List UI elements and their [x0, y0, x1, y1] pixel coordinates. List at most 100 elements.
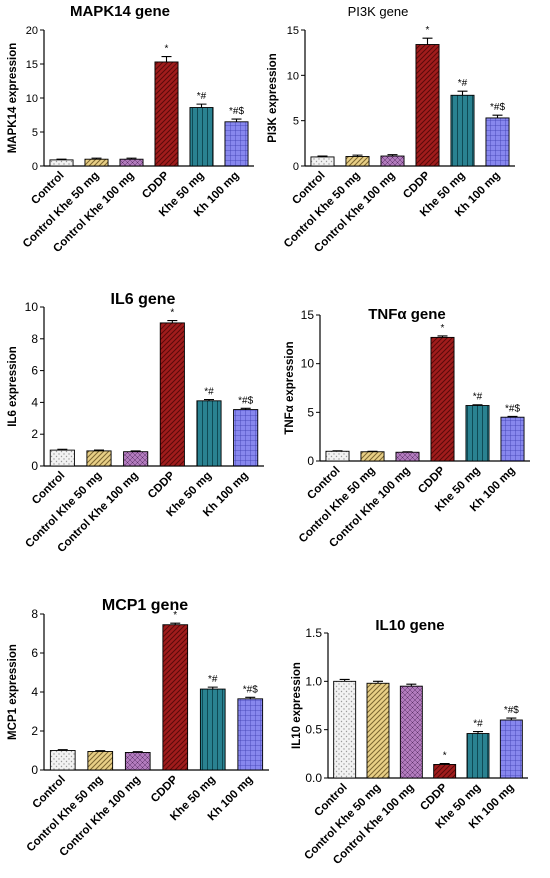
error-bar — [245, 696, 256, 699]
significance-label: *# — [197, 91, 207, 102]
significance-label: *#$ — [504, 705, 519, 716]
bar — [123, 451, 149, 467]
significance-label: *# — [473, 392, 483, 403]
bar — [499, 719, 523, 779]
y-tick-label: 0 — [32, 161, 38, 173]
y-axis-label: IL10 expression — [291, 662, 303, 749]
y-tick-label: 15 — [26, 59, 38, 71]
significance-label: *#$ — [490, 102, 505, 113]
bar — [485, 117, 510, 167]
significance-label: * — [165, 44, 169, 55]
y-axis-label: MAPK14 expression — [7, 43, 19, 154]
error-bar — [207, 686, 218, 690]
error-bar — [170, 622, 181, 625]
error-bar — [387, 154, 398, 157]
error-bar — [492, 114, 503, 118]
error-bar — [240, 407, 251, 410]
error-bar — [437, 335, 448, 338]
error-bar — [167, 319, 178, 323]
bar — [345, 156, 370, 167]
bar — [395, 451, 420, 462]
bar — [433, 764, 457, 779]
x-tick-label: CDDP — [149, 773, 181, 805]
significance-label: *# — [473, 719, 483, 730]
bar — [199, 688, 226, 771]
y-tick-label: 1.5 — [305, 626, 322, 640]
y-tick-label: 8 — [31, 607, 38, 621]
y-tick-label: 15 — [287, 25, 299, 37]
bar — [360, 451, 385, 462]
significance-label: *#$ — [243, 684, 258, 695]
bar — [399, 685, 423, 779]
bar — [415, 44, 440, 167]
y-tick-label: 10 — [301, 357, 315, 371]
y-axis-label: MCP1 expression — [7, 644, 19, 740]
bar — [49, 750, 76, 771]
y-tick-label: 0.0 — [305, 771, 322, 785]
error-bar — [422, 37, 433, 45]
bar — [237, 698, 264, 771]
error-bar — [130, 450, 141, 452]
bar — [325, 450, 350, 462]
significance-label: * — [426, 25, 430, 36]
bar — [233, 409, 259, 467]
bar — [366, 682, 390, 779]
bar — [87, 751, 114, 771]
y-tick-label: 5 — [293, 116, 299, 128]
error-bar — [132, 751, 143, 753]
y-tick-label: 0 — [293, 161, 299, 173]
significance-label: *# — [208, 674, 218, 685]
y-tick-label: 5 — [32, 127, 38, 139]
y-tick-label: 15 — [301, 308, 315, 322]
chart-title: PI3K gene — [348, 4, 409, 19]
x-tick-label: Control — [30, 774, 67, 811]
x-tick-label: Control — [30, 470, 67, 507]
y-tick-label: 10 — [26, 93, 38, 105]
bar — [189, 107, 214, 167]
bar — [159, 322, 185, 467]
y-tick-label: 4 — [31, 395, 38, 409]
y-tick-label: 10 — [287, 70, 299, 82]
error-bar — [56, 158, 67, 160]
bar — [86, 450, 112, 467]
bar — [154, 61, 179, 167]
y-tick-label: 6 — [31, 646, 38, 660]
bar — [466, 733, 490, 779]
y-tick-label: 1.0 — [305, 674, 322, 688]
error-bar — [196, 103, 207, 108]
bar — [310, 156, 335, 167]
significance-label: *# — [204, 387, 214, 398]
y-tick-label: 20 — [26, 25, 38, 37]
chart-title: IL6 gene — [111, 291, 176, 308]
significance-label: * — [441, 323, 445, 334]
bar — [196, 400, 222, 467]
y-tick-label: 6 — [31, 364, 38, 378]
x-tick-label: CDDP — [140, 169, 172, 201]
error-bar — [439, 762, 450, 765]
y-tick-label: 0.5 — [305, 723, 322, 737]
chart-title: MCP1 gene — [102, 597, 188, 614]
y-tick-label: 2 — [31, 724, 38, 738]
x-tick-label: CDDP — [416, 464, 448, 496]
y-axis-label: IL6 expression — [7, 346, 19, 427]
y-tick-label: 5 — [307, 405, 314, 419]
x-tick-label: CDDP — [401, 169, 433, 201]
error-bar — [204, 398, 214, 401]
bar — [380, 155, 405, 167]
chart-title: TNFα gene — [368, 306, 446, 323]
bar — [333, 680, 357, 779]
error-bar — [317, 155, 328, 157]
significance-label: *#$ — [505, 403, 520, 414]
significance-label: * — [173, 610, 177, 621]
error-bar — [126, 157, 137, 160]
error-bar — [231, 118, 242, 122]
significance-label: *#$ — [229, 106, 244, 117]
bar — [450, 94, 475, 167]
error-bar — [91, 157, 102, 160]
error-bar — [507, 415, 518, 418]
bar — [224, 121, 249, 167]
